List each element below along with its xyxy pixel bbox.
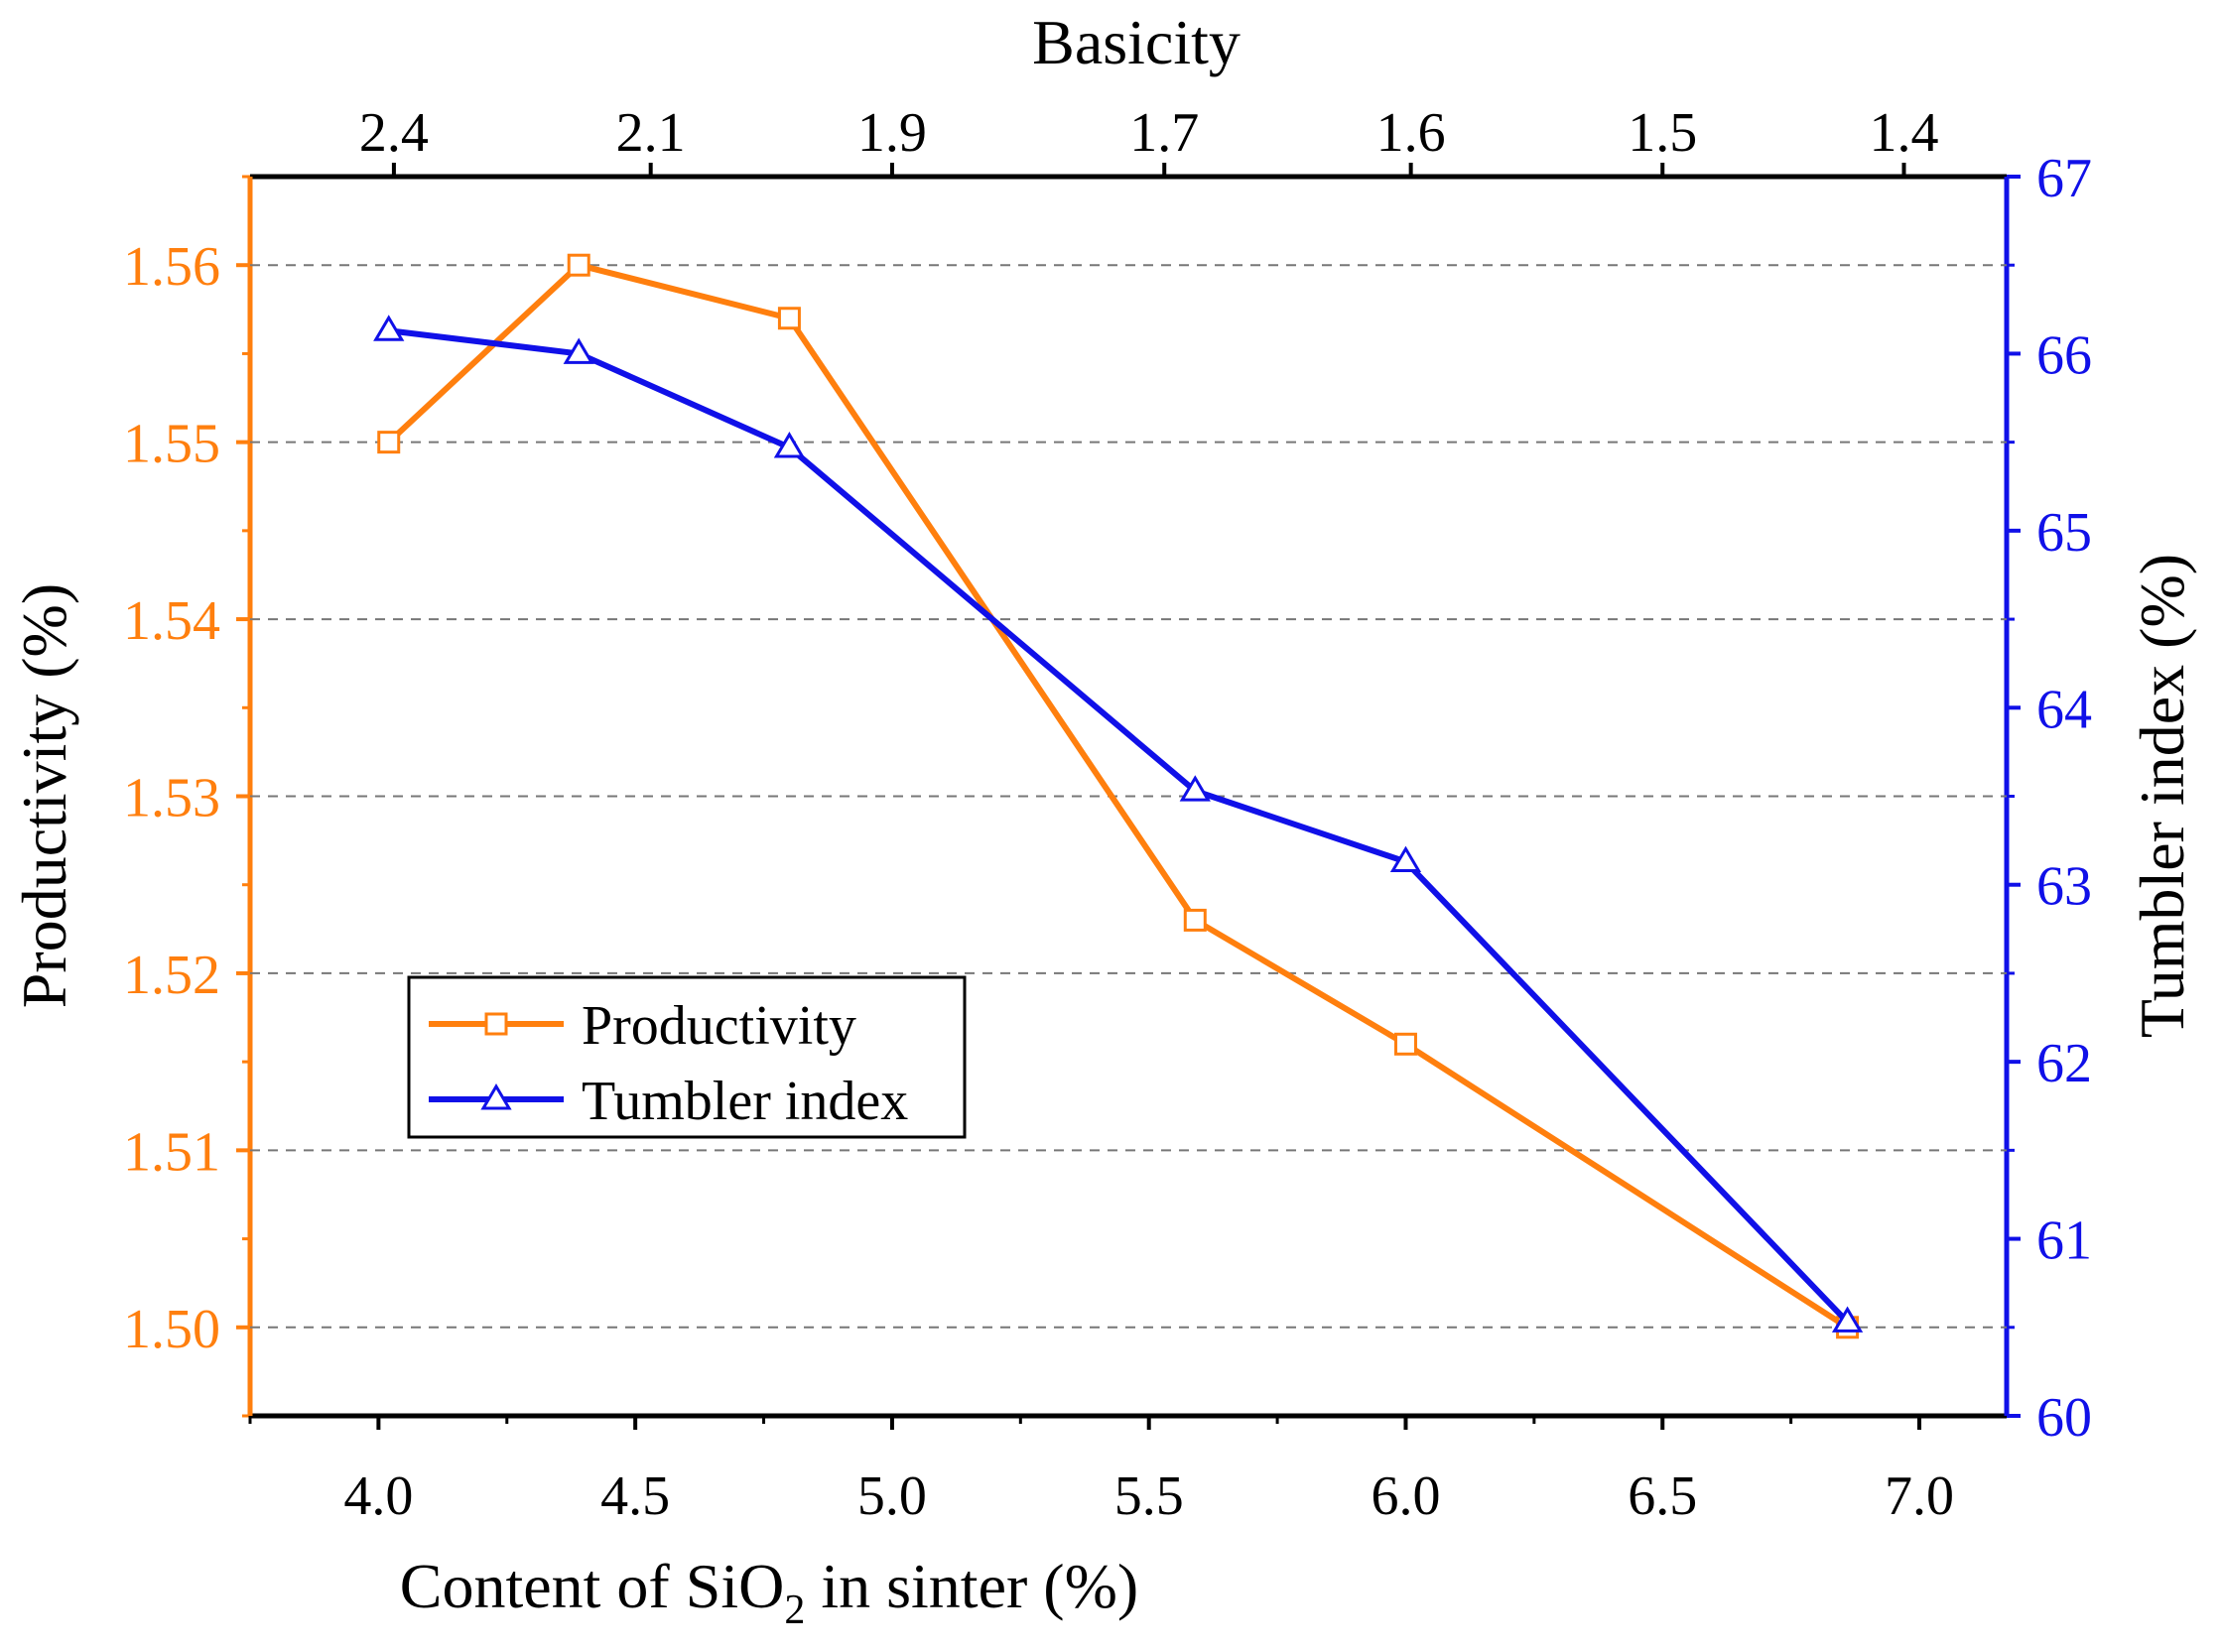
- productivity-point: [567, 253, 590, 277]
- x-tick-label: 5.0: [857, 1465, 927, 1527]
- x-axis-title-subscript: 2: [784, 1588, 805, 1633]
- x-axis-title: Content of SiO2 in sinter (%): [400, 1551, 1138, 1633]
- top-tick-label: 1.9: [857, 102, 927, 164]
- left-axis-title: Productivity (%): [9, 583, 79, 1008]
- x-axis-title-prefix: Content of SiO: [400, 1551, 785, 1621]
- gridlines: [250, 264, 2007, 1329]
- top-tick-label: 1.7: [1129, 102, 1199, 164]
- right-axis-title: Tumbler index (%): [2127, 554, 2197, 1038]
- productivity-point: [1183, 908, 1207, 932]
- tumbler-index-point: [1831, 1306, 1864, 1333]
- y-left-tick-label: 1.50: [123, 1299, 220, 1360]
- y-right-tick-label: 62: [2036, 1033, 2092, 1094]
- x-tick-label: 7.0: [1885, 1465, 1954, 1527]
- axis-ticks: 1.50 1.51 1.52 1.53 1.54 1.55 1.56 60 61 62 63 64 65…: [123, 102, 2092, 1527]
- y-right-tick-label: 67: [2036, 148, 2092, 209]
- tumbler-index-point: [773, 432, 806, 458]
- top-tick-label: 1.6: [1376, 102, 1446, 164]
- top-tick-label: 2.1: [616, 102, 686, 164]
- productivity-point: [377, 431, 401, 454]
- y-right-tick-label: 65: [2036, 502, 2092, 564]
- y-left-tick-label: 1.53: [123, 768, 220, 829]
- x-tick-label: 5.5: [1114, 1465, 1184, 1527]
- tumbler-index-point: [1179, 775, 1211, 802]
- x-tick-label: 6.5: [1628, 1465, 1697, 1527]
- y-right-tick-label: 61: [2036, 1210, 2092, 1272]
- y-left-tick-label: 1.52: [123, 945, 220, 1006]
- series-group: [373, 253, 1864, 1339]
- productivity-point: [1393, 1032, 1417, 1056]
- top-axis-title: Basicity: [1032, 7, 1241, 77]
- legend-productivity-label: Productivity: [582, 995, 856, 1057]
- productivity-point: [777, 307, 801, 330]
- x-tick-label: 6.0: [1371, 1465, 1440, 1527]
- top-tick-label: 1.5: [1628, 102, 1697, 164]
- tumbler-index-point: [373, 315, 405, 341]
- legend-tumbler-marker: [480, 1083, 512, 1110]
- legend-tumbler-label: Tumbler index: [582, 1071, 908, 1132]
- tumbler-index-point: [563, 337, 594, 364]
- x-tick-label: 4.5: [600, 1465, 670, 1527]
- y-right-tick-label: 66: [2036, 324, 2092, 386]
- tumbler-index-point: [1389, 845, 1422, 873]
- legend-productivity-marker: [484, 1012, 508, 1036]
- x-tick-label: 4.0: [343, 1465, 413, 1527]
- legend: Productivity Tumbler index: [407, 975, 967, 1139]
- y-left-tick-label: 1.54: [123, 590, 220, 652]
- legend-box: [407, 975, 967, 1139]
- y-right-tick-label: 63: [2036, 856, 2092, 918]
- top-tick-label: 1.4: [1869, 102, 1938, 164]
- y-right-tick-label: 64: [2036, 679, 2092, 740]
- top-tick-label: 2.4: [359, 102, 429, 164]
- y-right-tick-label: 60: [2036, 1387, 2092, 1449]
- y-left-tick-label: 1.51: [123, 1121, 220, 1183]
- y-left-tick-label: 1.55: [123, 414, 220, 475]
- y-left-tick-label: 1.56: [123, 236, 220, 298]
- x-axis-title-suffix: in sinter (%): [805, 1551, 1138, 1621]
- tumbler-series-line: [388, 327, 1850, 1325]
